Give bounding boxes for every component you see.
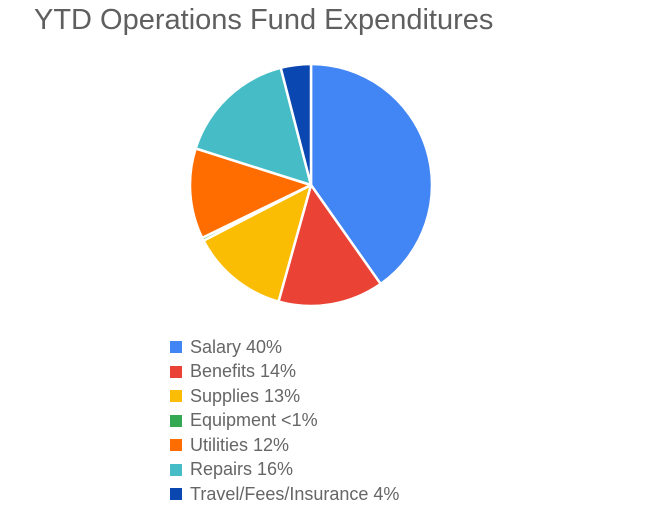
legend-label: Salary 40%: [190, 336, 283, 357]
legend-label: Repairs 16%: [190, 459, 294, 480]
legend-label: Equipment <1%: [190, 410, 318, 431]
pie-slice-repairs: [194, 66, 313, 187]
legend-item-utilities: Utilities 12%: [170, 433, 399, 458]
chart-title: YTD Operations Fund Expenditures: [34, 4, 494, 36]
pie-slice-salary: [309, 62, 434, 286]
legend-label: Utilities 12%: [190, 434, 290, 455]
legend-label: Travel/Fees/Insurance 4%: [190, 483, 400, 504]
pie-slice-utilities: [188, 147, 313, 240]
legend-swatch-repairs: [170, 463, 182, 476]
legend-swatch-salary: [170, 341, 182, 354]
legend-item-equipment: Equipment <1%: [170, 409, 399, 434]
legend-label: Supplies 13%: [190, 385, 301, 406]
legend-item-benefits: Benefits 14%: [170, 360, 399, 385]
legend-swatch-travel: [170, 488, 182, 501]
legend-swatch-equipment: [170, 414, 182, 427]
legend-item-travel: Travel/Fees/Insurance 4%: [170, 482, 399, 507]
legend-item-supplies: Supplies 13%: [170, 384, 399, 409]
legend-swatch-supplies: [170, 390, 182, 403]
chart-legend: Salary 40% Benefits 14% Supplies 13% Equ…: [170, 335, 399, 507]
pie-slice-benefits: [277, 183, 382, 308]
pie-slice-supplies: [202, 183, 313, 303]
legend-item-repairs: Repairs 16%: [170, 458, 399, 483]
legend-label: Benefits 14%: [190, 361, 297, 382]
legend-swatch-benefits: [170, 365, 182, 378]
legend-swatch-utilities: [170, 439, 182, 452]
pie-slice-travel-fees-insurance: [279, 62, 313, 187]
legend-item-salary: Salary 40%: [170, 335, 399, 360]
